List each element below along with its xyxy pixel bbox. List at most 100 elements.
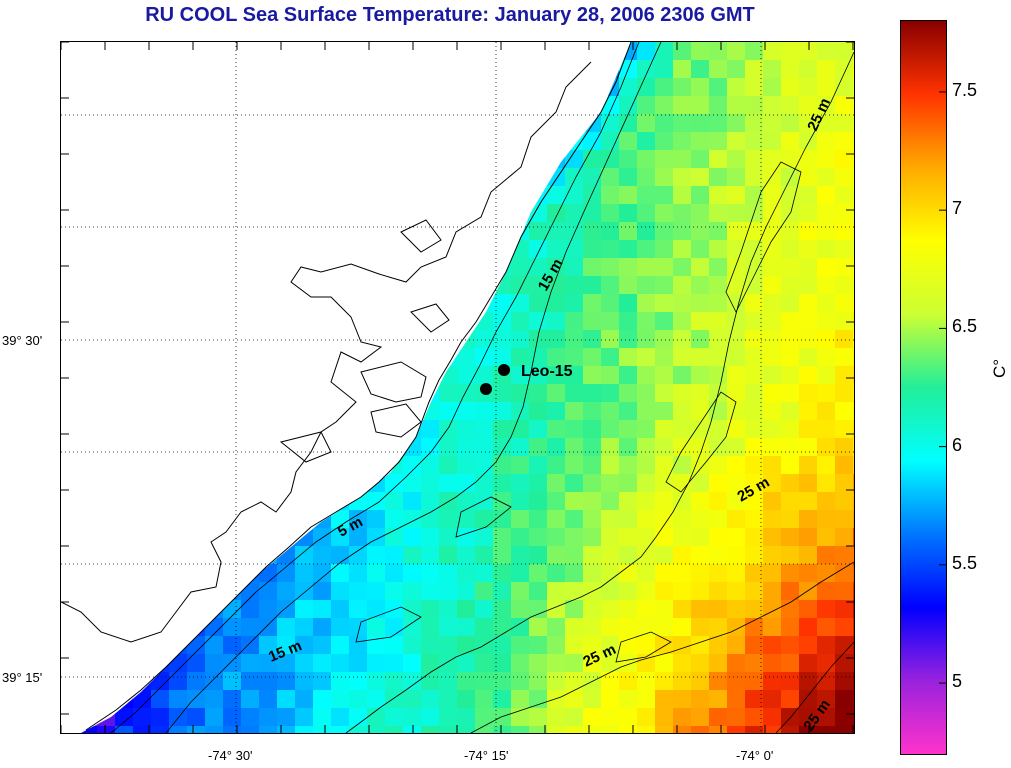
sst-cell xyxy=(385,492,404,511)
sst-cell xyxy=(205,690,224,709)
sst-map[interactable]: 5 m 15 m 15 m 25 m 25 m 25 m 25 m Leo-15 xyxy=(61,42,854,733)
sst-cell xyxy=(691,150,710,169)
sst-cell xyxy=(493,636,512,655)
sst-cell xyxy=(439,456,458,475)
sst-cell xyxy=(727,276,746,295)
sst-cell xyxy=(799,654,818,673)
sst-cell xyxy=(547,636,566,655)
sst-cell xyxy=(745,78,764,97)
sst-cell xyxy=(223,708,242,727)
sst-cell xyxy=(547,726,566,733)
sst-cell xyxy=(817,42,836,61)
sst-cell xyxy=(781,654,800,673)
sst-cell xyxy=(853,564,854,583)
sst-cell xyxy=(421,600,440,619)
sst-cell xyxy=(601,456,620,475)
sst-cell xyxy=(691,240,710,259)
sst-cell xyxy=(529,510,548,529)
sst-cell xyxy=(385,654,404,673)
sst-cell xyxy=(763,690,782,709)
sst-cell xyxy=(709,510,728,529)
sst-cell xyxy=(781,42,800,61)
sst-cell xyxy=(529,222,548,241)
sst-cell xyxy=(817,312,836,331)
sst-cell xyxy=(673,366,692,385)
sst-cell xyxy=(385,618,404,637)
sst-cell xyxy=(673,78,692,97)
sst-cell xyxy=(565,330,584,349)
sst-cell xyxy=(655,582,674,601)
sst-cell xyxy=(547,294,566,313)
station-marker[interactable] xyxy=(498,364,510,376)
lon-tick-label: -74° 15' xyxy=(464,748,509,763)
sst-cell xyxy=(655,312,674,331)
sst-cell xyxy=(799,294,818,313)
map-panel[interactable]: 5 m 15 m 15 m 25 m 25 m 25 m 25 m Leo-15 xyxy=(60,41,855,734)
sst-cell xyxy=(385,510,404,529)
sst-cell xyxy=(601,330,620,349)
sst-cell xyxy=(313,672,332,691)
sst-cell xyxy=(727,546,746,565)
sst-cell xyxy=(709,96,728,115)
sst-cell xyxy=(385,582,404,601)
sst-cell xyxy=(349,654,368,673)
colorbar-fill xyxy=(901,21,946,754)
sst-cell xyxy=(547,384,566,403)
sst-cell xyxy=(727,330,746,349)
sst-cell xyxy=(169,690,188,709)
sst-cell xyxy=(835,150,854,169)
sst-cell xyxy=(457,708,476,727)
sst-cell xyxy=(331,546,350,565)
sst-cell xyxy=(295,726,314,733)
sst-cell xyxy=(241,636,260,655)
sst-cell xyxy=(313,582,332,601)
sst-cell xyxy=(511,690,530,709)
sst-cell xyxy=(691,384,710,403)
sst-cell xyxy=(331,654,350,673)
sst-cell xyxy=(493,402,512,421)
sst-cell xyxy=(475,438,494,457)
sst-cell xyxy=(763,240,782,259)
sst-cell xyxy=(835,636,854,655)
sst-cell xyxy=(475,672,494,691)
sst-cell xyxy=(421,420,440,439)
sst-cell xyxy=(529,708,548,727)
sst-cell xyxy=(835,348,854,367)
sst-cell xyxy=(673,708,692,727)
sst-cell xyxy=(583,708,602,727)
sst-cell xyxy=(367,708,386,727)
sst-cell xyxy=(763,636,782,655)
sst-cell xyxy=(673,726,692,733)
sst-cell xyxy=(727,240,746,259)
sst-cell xyxy=(853,582,854,601)
sst-cell xyxy=(619,168,638,187)
sst-cell xyxy=(547,438,566,457)
sst-cell xyxy=(547,420,566,439)
sst-cell xyxy=(601,366,620,385)
sst-cell xyxy=(547,672,566,691)
sst-cell xyxy=(565,618,584,637)
sst-cell xyxy=(151,726,170,733)
sst-cell xyxy=(529,456,548,475)
station-marker[interactable] xyxy=(480,383,492,395)
sst-cell xyxy=(763,258,782,277)
sst-cell xyxy=(583,654,602,673)
sst-cell xyxy=(601,600,620,619)
sst-cell xyxy=(637,492,656,511)
sst-cell xyxy=(727,384,746,403)
sst-cell xyxy=(619,132,638,151)
sst-cell xyxy=(97,726,116,733)
sst-cell xyxy=(565,438,584,457)
sst-cell xyxy=(745,456,764,475)
sst-cell xyxy=(727,312,746,331)
sst-cell xyxy=(781,726,800,733)
sst-cell xyxy=(259,654,278,673)
sst-cell xyxy=(853,168,854,187)
sst-cell xyxy=(529,582,548,601)
sst-cell xyxy=(547,366,566,385)
sst-cell xyxy=(709,240,728,259)
sst-cell xyxy=(673,258,692,277)
sst-cell xyxy=(547,690,566,709)
sst-cell xyxy=(529,312,548,331)
sst-cell xyxy=(637,672,656,691)
